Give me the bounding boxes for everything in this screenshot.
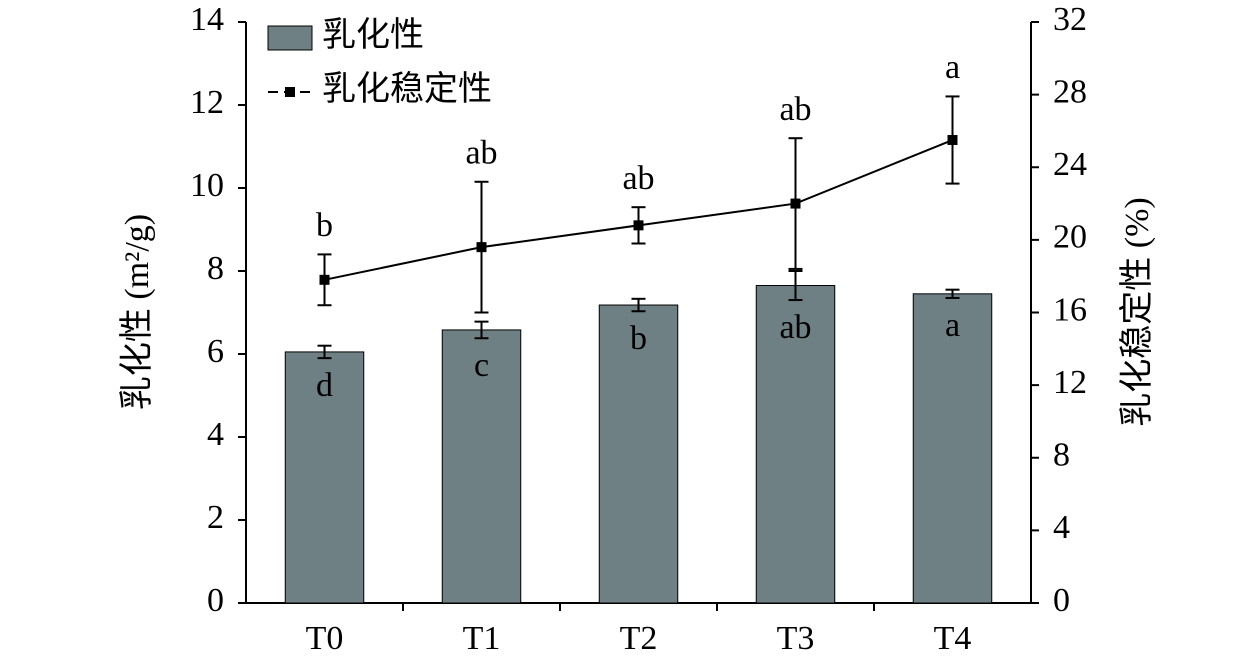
y-tick-label: 2 bbox=[207, 499, 224, 536]
legend-swatch bbox=[267, 25, 313, 51]
significance-label: b bbox=[630, 320, 647, 357]
y-tick-label: 12 bbox=[190, 84, 224, 121]
y-tick-label: 0 bbox=[207, 582, 224, 619]
line-marker bbox=[319, 274, 330, 285]
legend-marker bbox=[285, 87, 295, 97]
bar bbox=[755, 285, 836, 604]
bar bbox=[912, 293, 993, 604]
y2-tick-label: 28 bbox=[1053, 73, 1087, 110]
significance-label: ab bbox=[622, 160, 654, 197]
y2-tick-label: 12 bbox=[1053, 364, 1087, 401]
significance-label: ab bbox=[779, 91, 811, 128]
legend-label: 乳化性 bbox=[322, 16, 424, 54]
y2-tick-label: 20 bbox=[1053, 219, 1087, 256]
x-tick-label: T0 bbox=[306, 620, 344, 657]
y2-tick-label: 0 bbox=[1053, 582, 1070, 619]
line-marker bbox=[947, 135, 958, 146]
line-marker bbox=[476, 242, 487, 253]
x-tick-label: T4 bbox=[934, 620, 972, 657]
significance-label: a bbox=[945, 307, 960, 344]
significance-label: d bbox=[316, 367, 333, 404]
y-tick-label: 8 bbox=[207, 250, 224, 287]
bar bbox=[284, 351, 365, 604]
significance-label: ab bbox=[779, 309, 811, 346]
line-marker bbox=[790, 198, 801, 209]
line-marker bbox=[633, 220, 644, 231]
y2-tick-label: 16 bbox=[1053, 291, 1087, 328]
y-tick-label: 6 bbox=[207, 333, 224, 370]
significance-label: ab bbox=[465, 135, 497, 172]
y2-axis-label: 乳化稳定性 (%) bbox=[1118, 197, 1156, 426]
bar bbox=[441, 329, 522, 604]
y-axis-label: 乳化性 (m²/g) bbox=[118, 214, 156, 410]
y-tick-label: 4 bbox=[207, 416, 224, 453]
significance-label: a bbox=[945, 49, 960, 86]
significance-label: c bbox=[474, 347, 489, 384]
x-tick-label: T2 bbox=[620, 620, 658, 657]
significance-label: b bbox=[316, 207, 333, 244]
x-tick-label: T3 bbox=[777, 620, 815, 657]
bar bbox=[598, 304, 679, 604]
y2-tick-label: 8 bbox=[1053, 437, 1070, 474]
y2-tick-label: 32 bbox=[1053, 1, 1087, 38]
y-tick-label: 10 bbox=[190, 167, 224, 204]
x-tick-label: T1 bbox=[463, 620, 501, 657]
y2-tick-label: 4 bbox=[1053, 509, 1070, 546]
y2-tick-label: 24 bbox=[1053, 146, 1087, 183]
y-tick-label: 14 bbox=[190, 1, 224, 38]
legend-label: 乳化稳定性 bbox=[322, 70, 492, 108]
